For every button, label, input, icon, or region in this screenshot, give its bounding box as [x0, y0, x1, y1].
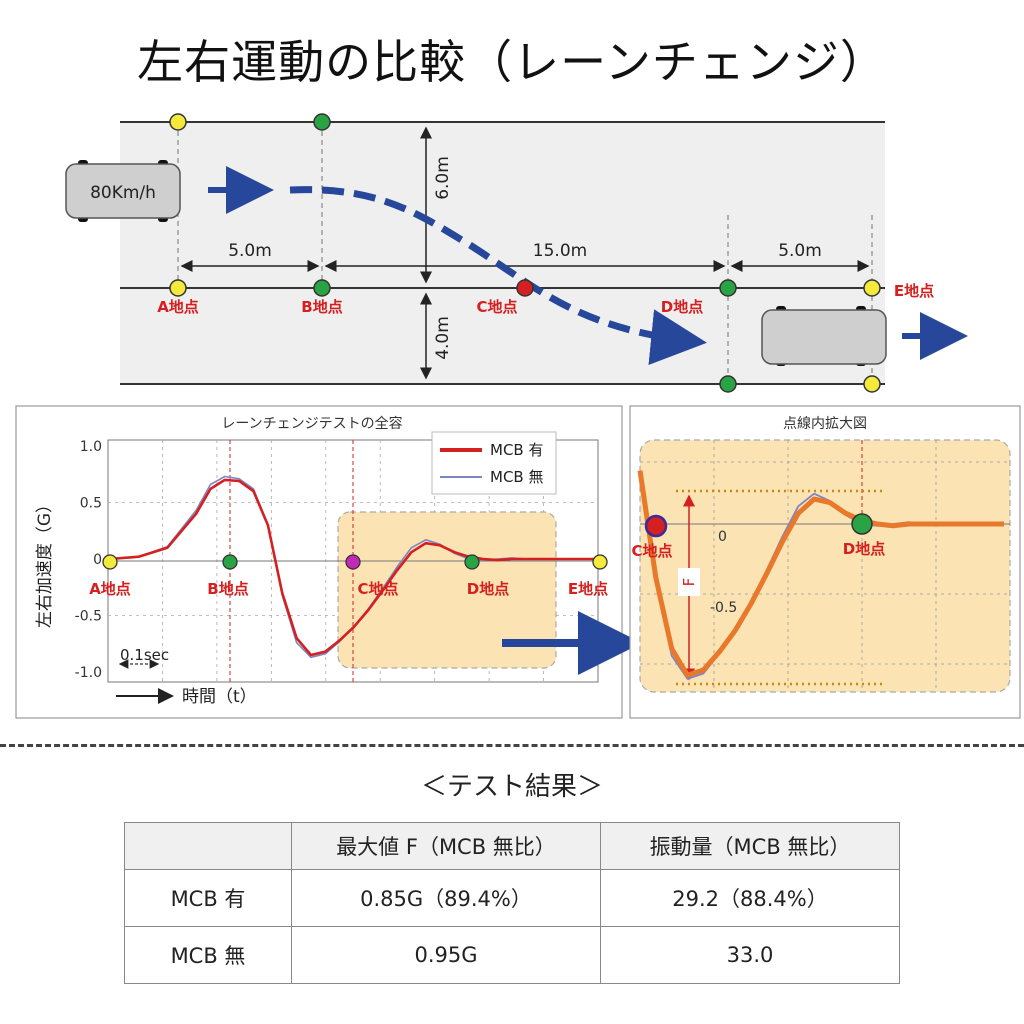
- row-label: MCB 有: [124, 869, 292, 927]
- header-cell-blank: [124, 822, 292, 870]
- point-b-label: B地点: [301, 298, 342, 316]
- table-row: MCB 無 0.95G 33.0: [124, 926, 900, 984]
- main-chart-title: レーンチェンジテストの全容: [221, 415, 402, 432]
- car-start: 80Km/h: [65, 160, 181, 222]
- figure-canvas: 5.0m 15.0m 5.0m 6.0m 4.0m 80Km/h: [15, 113, 1021, 719]
- f-label-bg: [678, 568, 700, 596]
- y-tick-label: 0.5: [80, 496, 102, 512]
- dist-de-label: 5.0m: [778, 241, 822, 261]
- car-end: [761, 306, 887, 366]
- table-row: MCB 有 0.85G（89.4%） 29.2（88.4%）: [124, 869, 900, 927]
- cell-vibration: 29.2（88.4%）: [600, 869, 900, 927]
- zoom-ytick-0: 0: [718, 529, 727, 545]
- legend: MCB 有 MCB 無: [431, 431, 557, 495]
- point-e-label: E地点: [894, 282, 934, 300]
- y-axis-label: 左右加速度（G）: [35, 496, 55, 628]
- zoom-point-d-label: D地点: [843, 540, 885, 558]
- chart-marker-b: [222, 554, 238, 570]
- road-surface: [120, 122, 885, 384]
- marker-b-top: [313, 113, 331, 131]
- zoom-marker-c: [644, 514, 668, 538]
- lane-change-path: [289, 186, 707, 365]
- speed-label: 80Km/h: [90, 183, 156, 203]
- marker-c: [516, 279, 534, 297]
- marker-a: [169, 279, 187, 297]
- marker-e: [863, 279, 881, 297]
- chart-marker-c: [345, 554, 361, 570]
- cell-max-f: 0.85G（89.4%）: [291, 869, 601, 927]
- width-top-label: 6.0m: [433, 156, 453, 200]
- legend-mcb-without: MCB 無: [490, 468, 543, 486]
- chart-marker-e: [592, 554, 608, 570]
- zoom-series-mcb-with-line: [637, 470, 1004, 678]
- cell-vibration: 33.0: [600, 926, 900, 984]
- section-divider: [0, 744, 1024, 747]
- point-d-label: D地点: [661, 298, 703, 316]
- y-tick-label: -0.5: [75, 609, 102, 625]
- f-label: F: [680, 578, 698, 587]
- page-title: 左右運動の比較（レーンチェンジ）: [137, 35, 887, 89]
- zoom-region: [639, 439, 1011, 693]
- lane-diagram: 5.0m 15.0m 5.0m 6.0m 4.0m 80Km/h: [65, 113, 968, 393]
- point-a-label: A地点: [157, 298, 199, 316]
- point-c-label: C地点: [476, 298, 517, 316]
- marker-d-bottom: [719, 375, 737, 393]
- time-scale-label: 0.1sec: [120, 646, 169, 664]
- marker-a-top: [169, 113, 187, 131]
- results-heading: ＜テスト結果＞: [420, 772, 603, 802]
- chart-point-c-label: C地点: [357, 580, 398, 598]
- legend-mcb-with: MCB 有: [490, 441, 543, 459]
- chart-marker-d: [464, 554, 480, 570]
- dist-ab-label: 5.0m: [228, 241, 272, 261]
- x-axis-label: 時間（t）: [182, 687, 257, 707]
- dist-bd-label: 15.0m: [533, 241, 587, 261]
- zoom-point-c-label: C地点: [631, 542, 672, 560]
- marker-d: [719, 279, 737, 297]
- header-cell-vibration: 振動量（MCB 無比）: [600, 822, 900, 870]
- width-bottom-label: 4.0m: [433, 316, 453, 360]
- y-tick-label: -1.0: [75, 665, 102, 681]
- main-chart: レーンチェンジテストの全容 1.0 0.5 0 -0.5 -1.0 MCB 有 MCB …: [15, 405, 623, 719]
- marker-e-bottom: [863, 375, 881, 393]
- zoom-chart-title: 点線内拡大図: [783, 416, 867, 432]
- header-cell-max-f: 最大値 F（MCB 無比）: [291, 822, 601, 870]
- results-table: 最大値 F（MCB 無比） 振動量（MCB 無比） MCB 有 0.85G（89…: [124, 822, 900, 984]
- results-header-row: 最大値 F（MCB 無比） 振動量（MCB 無比）: [124, 822, 900, 870]
- zoom-chart: 点線内拡大図 0 -0.5 F C地点 D地点: [629, 405, 1021, 719]
- cell-max-f: 0.95G: [291, 926, 601, 984]
- zoom-highlight-region: [337, 511, 557, 669]
- row-label: MCB 無: [124, 926, 292, 984]
- chart-point-b-label: B地点: [207, 580, 248, 598]
- chart-point-d-label: D地点: [467, 580, 509, 598]
- zoom-ytick-neg05: -0.5: [710, 600, 737, 616]
- y-tick-label: 1.0: [80, 439, 102, 455]
- chart-point-a-label: A地点: [89, 580, 131, 598]
- series-mcb-with-line: [109, 478, 598, 657]
- zoom-marker-d: [851, 513, 873, 535]
- chart-point-e-label: E地点: [568, 580, 608, 598]
- y-tick-label: 0: [93, 552, 102, 568]
- chart-marker-a: [102, 554, 118, 570]
- marker-b: [313, 279, 331, 297]
